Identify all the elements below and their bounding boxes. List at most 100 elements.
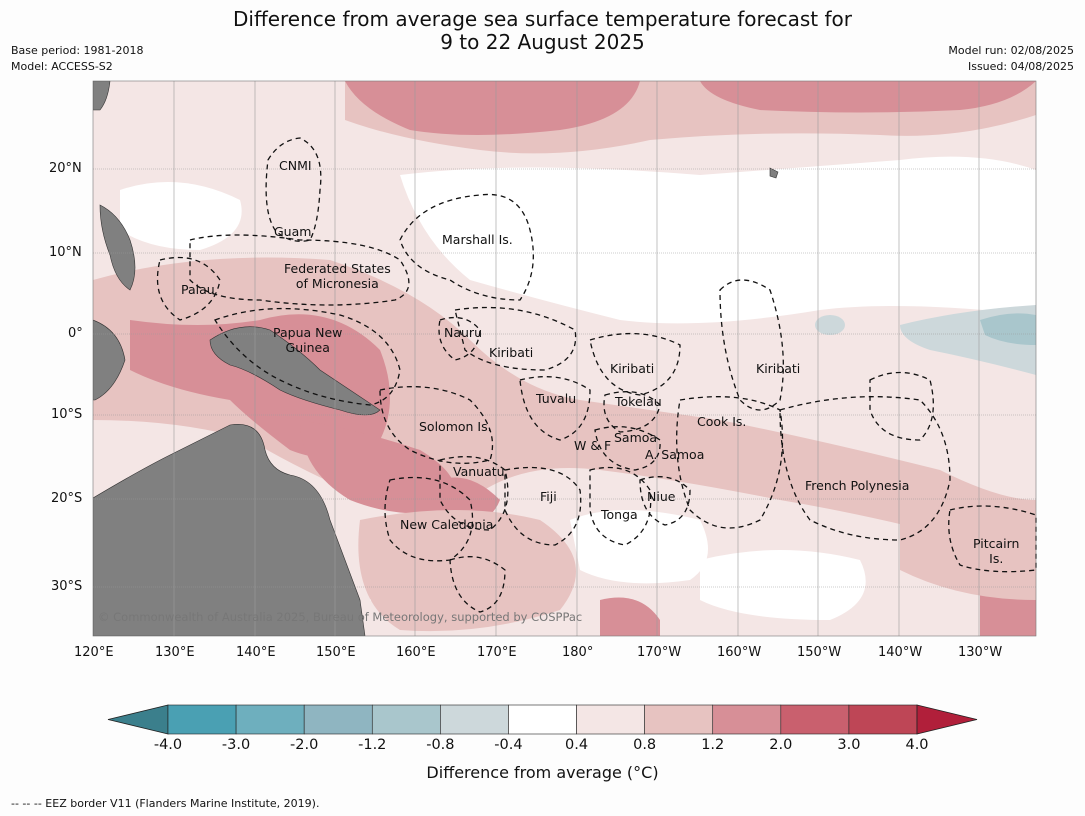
lat-label-10s: 10°S bbox=[51, 407, 83, 422]
region-label-fsm: Federated States of Micronesia bbox=[284, 261, 391, 291]
colorbar-segment bbox=[780, 704, 850, 735]
map-title: Difference from average sea surface temp… bbox=[0, 8, 1085, 54]
lon-label-150w: 150°W bbox=[797, 645, 842, 660]
lat-label-20s: 20°S bbox=[51, 491, 83, 506]
eez-kiribati-phoenix bbox=[589, 332, 681, 396]
region-label-palau: Palau bbox=[181, 282, 215, 297]
region-label-png: Papua New Guinea bbox=[273, 325, 343, 355]
warm-patch-south-1 bbox=[358, 510, 576, 632]
map-area bbox=[93, 81, 1036, 636]
cool-core-east-equator bbox=[980, 313, 1036, 345]
land-australia bbox=[93, 423, 366, 636]
lon-label-160w: 160°W bbox=[717, 645, 762, 660]
region-label-kiribati-phoenix: Kiribati bbox=[610, 361, 655, 376]
colorbar-segment bbox=[440, 704, 509, 735]
warm-core-solomon bbox=[300, 420, 456, 514]
lon-label-170e: 170°E bbox=[477, 645, 517, 660]
eez-fiji bbox=[504, 466, 582, 546]
region-label-kiribati-gilberts: Kiribati bbox=[489, 345, 534, 360]
eez-french-polynesia bbox=[779, 396, 951, 541]
warm-core-north-b bbox=[700, 81, 1036, 113]
eez-pitcairn bbox=[948, 505, 1037, 573]
warm-patch-east-1 bbox=[900, 496, 1036, 600]
model-name: Model: ACCESS-S2 bbox=[11, 60, 113, 73]
eez-vanuatu bbox=[439, 456, 509, 531]
colorbar-title: Difference from average (°C) bbox=[426, 763, 659, 782]
region-label-guam: Guam bbox=[274, 224, 312, 239]
issued-date: Issued: 04/08/2025 bbox=[967, 60, 1074, 73]
colorbar-tick-label: -3.0 bbox=[221, 737, 251, 753]
colorbar-tick-label: -4.0 bbox=[153, 737, 183, 753]
neutral-zone-south-central bbox=[570, 510, 708, 584]
eez-borders bbox=[156, 137, 1037, 613]
colorbar-tick-label: -0.4 bbox=[494, 737, 523, 753]
colorbar-tick-label: 1.2 bbox=[701, 737, 725, 753]
region-label-new-caledonia: New Caledonia bbox=[400, 517, 494, 532]
lon-label-180: 180° bbox=[562, 645, 594, 660]
colorbar-segment bbox=[303, 704, 373, 735]
colorbar-tick-label: 0.8 bbox=[633, 737, 657, 753]
colorbar bbox=[107, 704, 978, 735]
colorbar-tick-label: -1.2 bbox=[358, 737, 387, 753]
colorbar-extend-high bbox=[916, 704, 978, 735]
region-label-niue: Niue bbox=[647, 489, 676, 504]
lon-label-150e: 150°E bbox=[316, 645, 356, 660]
title-line-2: 9 to 22 August 2025 bbox=[440, 30, 645, 54]
eez-nauru bbox=[438, 316, 481, 361]
land-taiwan bbox=[93, 81, 111, 111]
colorbar-extend-low bbox=[107, 704, 169, 735]
base-period: Base period: 1981-2018 bbox=[11, 44, 144, 57]
copyright-notice: © Commonwealth of Australia 2025, Bureau… bbox=[98, 610, 583, 624]
neutral-zone-east bbox=[700, 550, 866, 620]
colorbar-segment bbox=[167, 704, 237, 735]
colorbar-tick-label: 4.0 bbox=[905, 737, 929, 753]
warm-core-north-a bbox=[345, 81, 640, 135]
footnote-eez: -- -- -- EEZ border V11 (Flanders Marine… bbox=[11, 797, 320, 810]
eez-tonga bbox=[589, 466, 652, 546]
lat-label-0: 0° bbox=[68, 326, 83, 341]
eez-png bbox=[214, 307, 401, 406]
region-label-solomon: Solomon Is. bbox=[419, 419, 492, 434]
meta-right: Model run: 02/08/2025 Issued: 04/08/2025 bbox=[948, 43, 1074, 75]
eez-niue bbox=[639, 476, 691, 526]
colorbar-tick-label: -2.0 bbox=[290, 737, 319, 753]
eez-kiribati-line bbox=[719, 279, 784, 411]
neutral-zone-north-central bbox=[400, 156, 1036, 324]
colorbar-segment bbox=[235, 704, 305, 735]
eez-cook bbox=[676, 396, 784, 529]
graticule bbox=[93, 81, 1036, 636]
colorbar-segment bbox=[644, 704, 714, 735]
eez-cnmi-guam bbox=[265, 137, 322, 242]
region-label-fiji: Fiji bbox=[540, 489, 557, 504]
lat-label-30s: 30°S bbox=[51, 579, 83, 594]
eez-norfolk bbox=[449, 556, 506, 613]
lon-label-160e: 160°E bbox=[396, 645, 436, 660]
neutral-zone-north-west bbox=[120, 182, 242, 250]
region-label-american-samoa: A. Samoa bbox=[645, 447, 705, 462]
region-label-cook: Cook Is. bbox=[697, 414, 747, 429]
warm-patch-south-2 bbox=[600, 597, 660, 636]
region-label-tuvalu: Tuvalu bbox=[536, 391, 577, 406]
colorbar-segment bbox=[576, 704, 645, 735]
region-label-french-polynesia: French Polynesia bbox=[805, 478, 910, 493]
region-label-tonga: Tonga bbox=[601, 507, 638, 522]
eez-kiribati-gilberts bbox=[454, 306, 577, 371]
region-label-pitcairn: Pitcairn Is. bbox=[973, 536, 1020, 566]
colorbar-segment bbox=[848, 704, 918, 735]
land-hawaii bbox=[769, 167, 779, 179]
colorbar-tick-label: -0.8 bbox=[426, 737, 455, 753]
eez-fsm bbox=[189, 234, 410, 306]
lat-label-10n: 10°N bbox=[49, 245, 82, 260]
lon-label-140w: 140°W bbox=[878, 645, 923, 660]
warm-core-png bbox=[130, 314, 390, 458]
land-philippines bbox=[99, 204, 136, 291]
colorbar-segment bbox=[371, 704, 441, 735]
meta-left: Base period: 1981-2018 Model: ACCESS-S2 bbox=[11, 43, 143, 75]
region-label-kiribati-line: Kiribati bbox=[756, 361, 801, 376]
colorbar-segment bbox=[712, 704, 782, 735]
lon-label-130e: 130°E bbox=[155, 645, 195, 660]
eez-french-polynesia-north bbox=[869, 371, 934, 441]
region-label-marshall: Marshall Is. bbox=[442, 232, 513, 247]
title-line-1: Difference from average sea surface temp… bbox=[232, 7, 852, 31]
eez-marshall bbox=[399, 193, 534, 301]
